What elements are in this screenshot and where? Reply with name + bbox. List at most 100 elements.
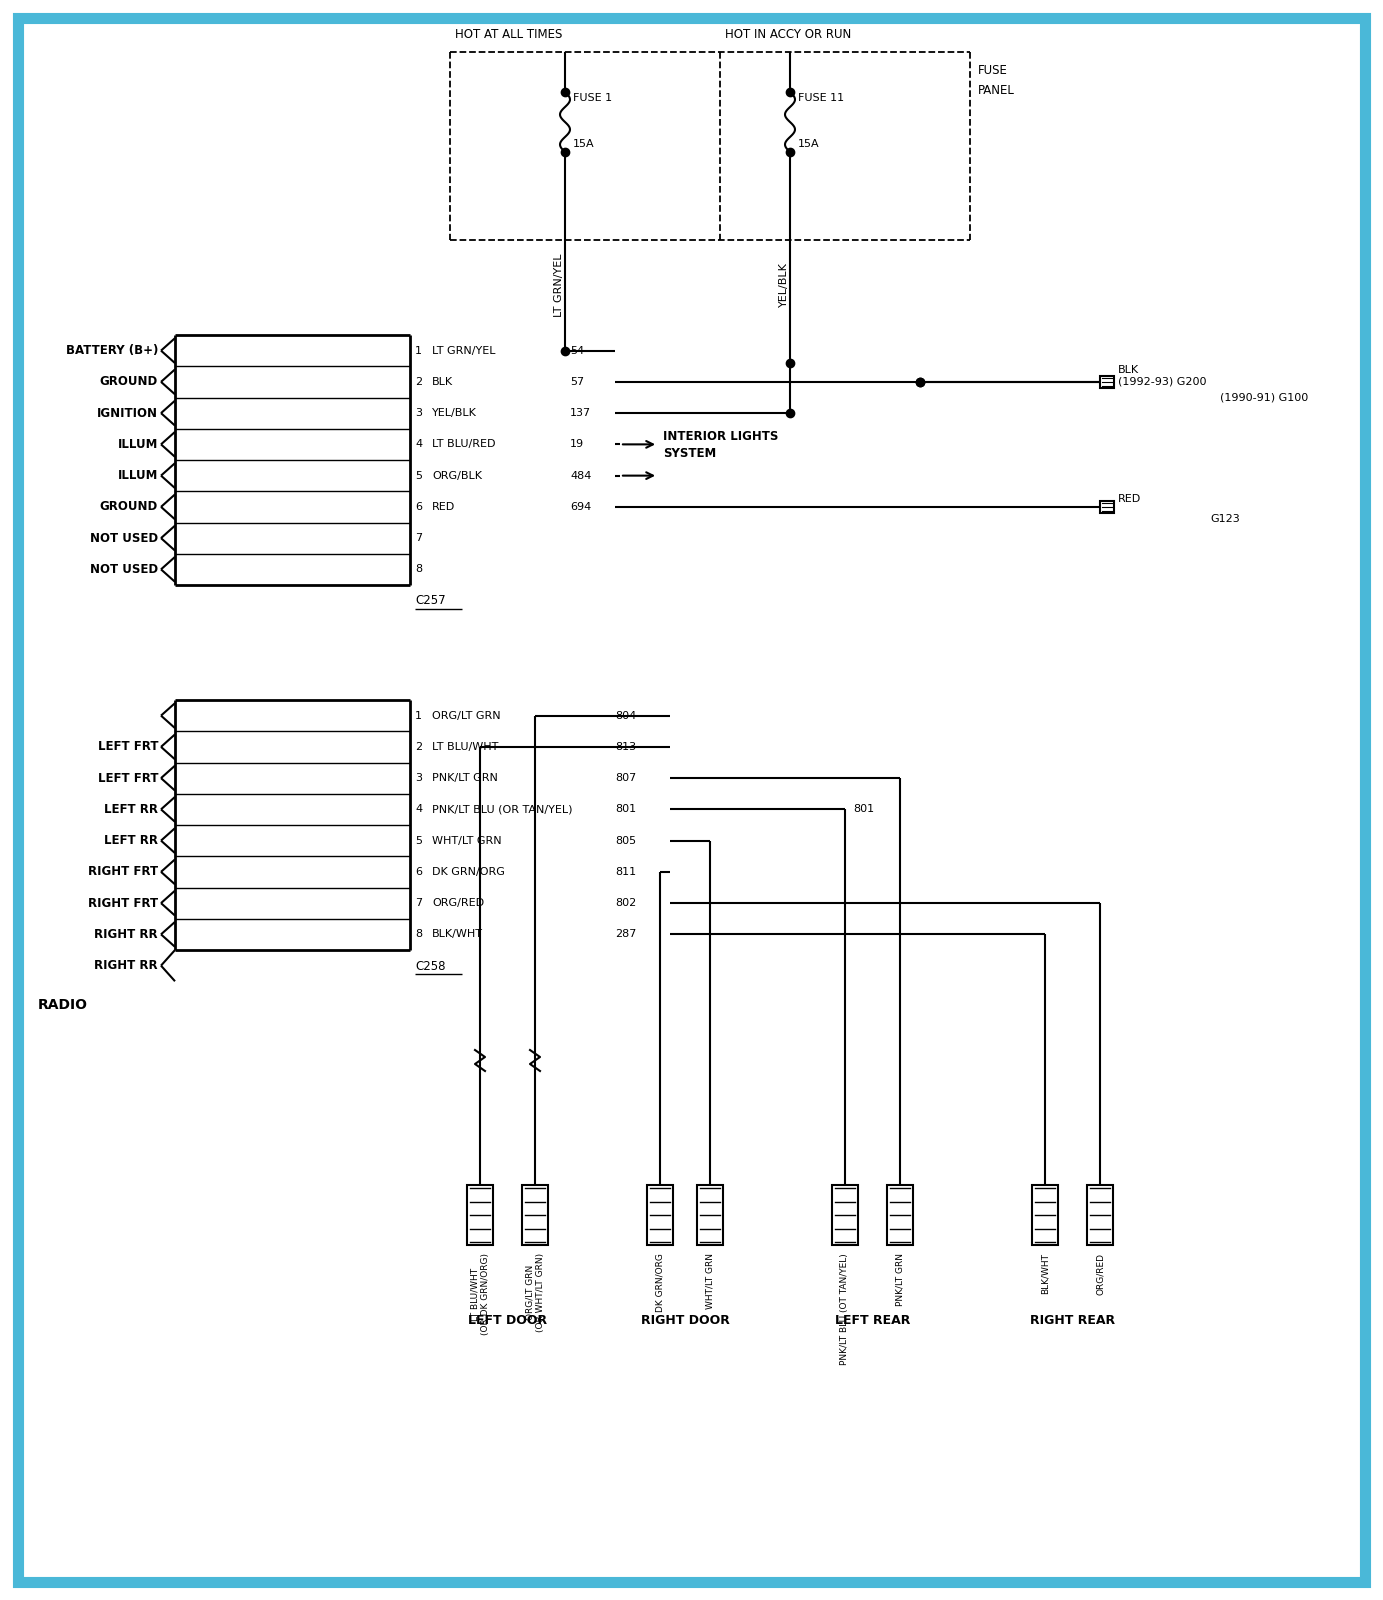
Text: LEFT DOOR: LEFT DOOR bbox=[467, 1314, 548, 1326]
Bar bbox=[833, 1186, 857, 1245]
Bar bbox=[1099, 376, 1113, 387]
Text: LT BLU/WHT
(OR DK GRN/ORG): LT BLU/WHT (OR DK GRN/ORG) bbox=[470, 1253, 490, 1334]
Text: 57: 57 bbox=[570, 378, 584, 387]
Text: LEFT REAR: LEFT REAR bbox=[835, 1314, 910, 1326]
Text: 3: 3 bbox=[415, 773, 422, 782]
Text: GROUND: GROUND bbox=[100, 376, 158, 389]
Text: 811: 811 bbox=[615, 867, 636, 877]
Text: 801: 801 bbox=[615, 805, 636, 814]
Text: 7: 7 bbox=[415, 533, 422, 542]
Text: LT GRN/YEL: LT GRN/YEL bbox=[555, 253, 564, 317]
Text: BLK/WHT: BLK/WHT bbox=[431, 930, 483, 939]
Text: 8: 8 bbox=[415, 565, 422, 574]
Text: DK GRN/ORG: DK GRN/ORG bbox=[656, 1253, 664, 1312]
Text: ORG/LT GRN
(OR WHT/LT GRN): ORG/LT GRN (OR WHT/LT GRN) bbox=[526, 1253, 545, 1333]
Bar bbox=[467, 1186, 492, 1245]
Text: 6: 6 bbox=[415, 502, 422, 512]
Text: ORG/LT GRN: ORG/LT GRN bbox=[431, 710, 501, 720]
Text: LT BLU/WHT: LT BLU/WHT bbox=[431, 742, 498, 752]
Text: (1992-93) G200: (1992-93) G200 bbox=[1117, 378, 1206, 387]
Text: PANEL: PANEL bbox=[978, 83, 1015, 96]
Text: 2: 2 bbox=[415, 742, 422, 752]
Text: 137: 137 bbox=[570, 408, 591, 418]
Text: BLK/WHT: BLK/WHT bbox=[1040, 1253, 1050, 1294]
Bar bbox=[1032, 1186, 1058, 1245]
Text: RED: RED bbox=[1117, 494, 1141, 504]
Text: 5: 5 bbox=[415, 835, 422, 846]
Bar bbox=[1087, 1186, 1113, 1245]
Text: LEFT RR: LEFT RR bbox=[104, 803, 158, 816]
Text: 694: 694 bbox=[570, 502, 592, 512]
Text: 19: 19 bbox=[570, 440, 584, 450]
Bar bbox=[697, 1186, 723, 1245]
Bar bbox=[521, 1186, 548, 1245]
Text: IGNITION: IGNITION bbox=[97, 406, 158, 419]
Bar bbox=[1099, 501, 1113, 514]
Text: DK GRN/ORG: DK GRN/ORG bbox=[431, 867, 505, 877]
Text: RED: RED bbox=[431, 502, 455, 512]
Text: 7: 7 bbox=[415, 898, 422, 909]
Text: 287: 287 bbox=[615, 930, 636, 939]
Text: NOT USED: NOT USED bbox=[90, 531, 158, 544]
Text: G123: G123 bbox=[1210, 514, 1239, 523]
Text: WHT/LT GRN: WHT/LT GRN bbox=[705, 1253, 715, 1309]
Text: 2: 2 bbox=[415, 378, 422, 387]
Text: PNK/LT BLU (OR TAN/YEL): PNK/LT BLU (OR TAN/YEL) bbox=[431, 805, 573, 814]
Text: 804: 804 bbox=[615, 710, 636, 720]
Text: ORG/BLK: ORG/BLK bbox=[431, 470, 483, 480]
Text: PNK/LT GRN: PNK/LT GRN bbox=[896, 1253, 904, 1306]
Text: RIGHT REAR: RIGHT REAR bbox=[1030, 1314, 1115, 1326]
Text: 15A: 15A bbox=[798, 139, 820, 149]
Text: 1: 1 bbox=[415, 346, 422, 355]
Text: ORG/RED: ORG/RED bbox=[1095, 1253, 1105, 1294]
Text: 5: 5 bbox=[415, 470, 422, 480]
Text: 15A: 15A bbox=[573, 139, 595, 149]
Text: 3: 3 bbox=[415, 408, 422, 418]
Text: WHT/LT GRN: WHT/LT GRN bbox=[431, 835, 502, 846]
Text: PNK/LT BLU (OT TAN/YEL): PNK/LT BLU (OT TAN/YEL) bbox=[841, 1253, 849, 1365]
Text: INTERIOR LIGHTS: INTERIOR LIGHTS bbox=[662, 430, 779, 443]
Text: RIGHT RR: RIGHT RR bbox=[94, 928, 158, 941]
Text: ILLUM: ILLUM bbox=[118, 438, 158, 451]
Text: C257: C257 bbox=[415, 595, 445, 608]
Text: YEL/BLK: YEL/BLK bbox=[431, 408, 477, 418]
Text: 805: 805 bbox=[615, 835, 636, 846]
Text: LEFT FRT: LEFT FRT bbox=[97, 741, 158, 754]
Text: 54: 54 bbox=[570, 346, 584, 355]
Text: 1: 1 bbox=[415, 710, 422, 720]
Text: YEL/BLK: YEL/BLK bbox=[779, 262, 788, 307]
Bar bbox=[887, 1186, 913, 1245]
Text: LEFT RR: LEFT RR bbox=[104, 834, 158, 846]
Text: C258: C258 bbox=[415, 960, 445, 973]
Text: ORG/RED: ORG/RED bbox=[431, 898, 484, 909]
Text: NOT USED: NOT USED bbox=[90, 563, 158, 576]
Text: 801: 801 bbox=[853, 805, 874, 814]
Text: LT GRN/YEL: LT GRN/YEL bbox=[431, 346, 495, 355]
Text: 484: 484 bbox=[570, 470, 592, 480]
Text: 4: 4 bbox=[415, 440, 422, 450]
Text: (1990-91) G100: (1990-91) G100 bbox=[1220, 394, 1308, 403]
Text: BATTERY (B+): BATTERY (B+) bbox=[65, 344, 158, 357]
Text: RIGHT FRT: RIGHT FRT bbox=[89, 896, 158, 910]
Text: FUSE 1: FUSE 1 bbox=[573, 93, 613, 102]
Text: BLK: BLK bbox=[1117, 365, 1140, 374]
Text: 6: 6 bbox=[415, 867, 422, 877]
Text: 4: 4 bbox=[415, 805, 422, 814]
Text: BLK: BLK bbox=[431, 378, 454, 387]
Text: LEFT FRT: LEFT FRT bbox=[97, 771, 158, 784]
Text: RIGHT RR: RIGHT RR bbox=[94, 958, 158, 973]
Text: GROUND: GROUND bbox=[100, 501, 158, 514]
Text: 802: 802 bbox=[615, 898, 636, 909]
Text: LT BLU/RED: LT BLU/RED bbox=[431, 440, 495, 450]
Text: HOT AT ALL TIMES: HOT AT ALL TIMES bbox=[455, 29, 563, 42]
Text: 8: 8 bbox=[415, 930, 422, 939]
Text: RIGHT DOOR: RIGHT DOOR bbox=[640, 1314, 729, 1326]
Text: FUSE: FUSE bbox=[978, 64, 1008, 77]
Text: FUSE 11: FUSE 11 bbox=[798, 93, 844, 102]
Text: HOT IN ACCY OR RUN: HOT IN ACCY OR RUN bbox=[725, 29, 852, 42]
Text: RADIO: RADIO bbox=[37, 998, 89, 1013]
Text: RIGHT FRT: RIGHT FRT bbox=[89, 866, 158, 878]
Text: 807: 807 bbox=[615, 773, 636, 782]
Text: ILLUM: ILLUM bbox=[118, 469, 158, 482]
Text: SYSTEM: SYSTEM bbox=[662, 446, 716, 459]
